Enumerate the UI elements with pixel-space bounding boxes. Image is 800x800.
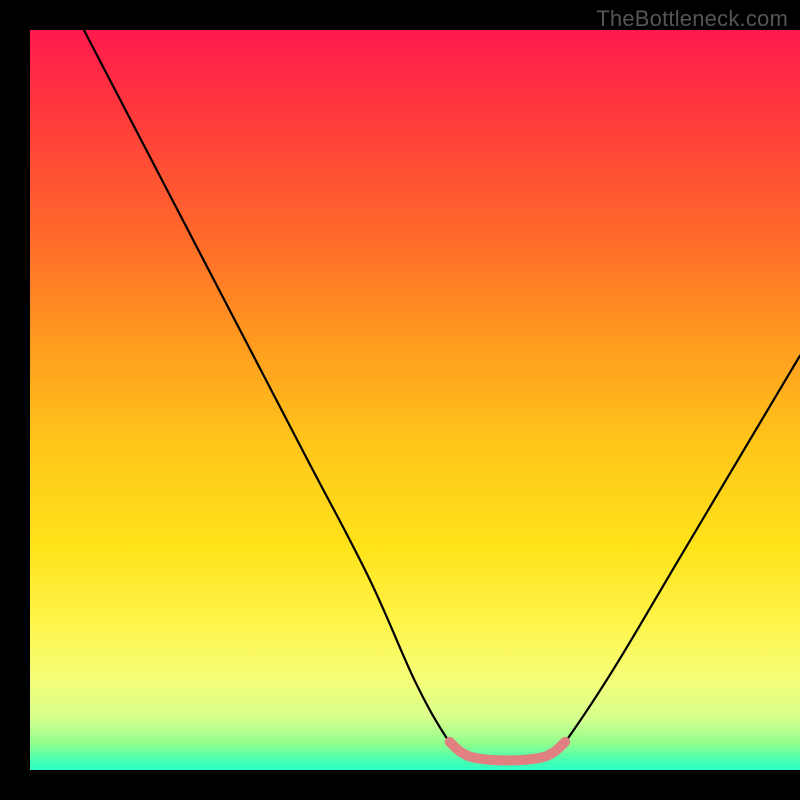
plot-area <box>30 30 800 770</box>
curve-layer <box>30 30 800 770</box>
bottleneck-curve <box>84 30 800 761</box>
highlight-band <box>450 742 566 761</box>
watermark-text: TheBottleneck.com <box>596 6 788 32</box>
